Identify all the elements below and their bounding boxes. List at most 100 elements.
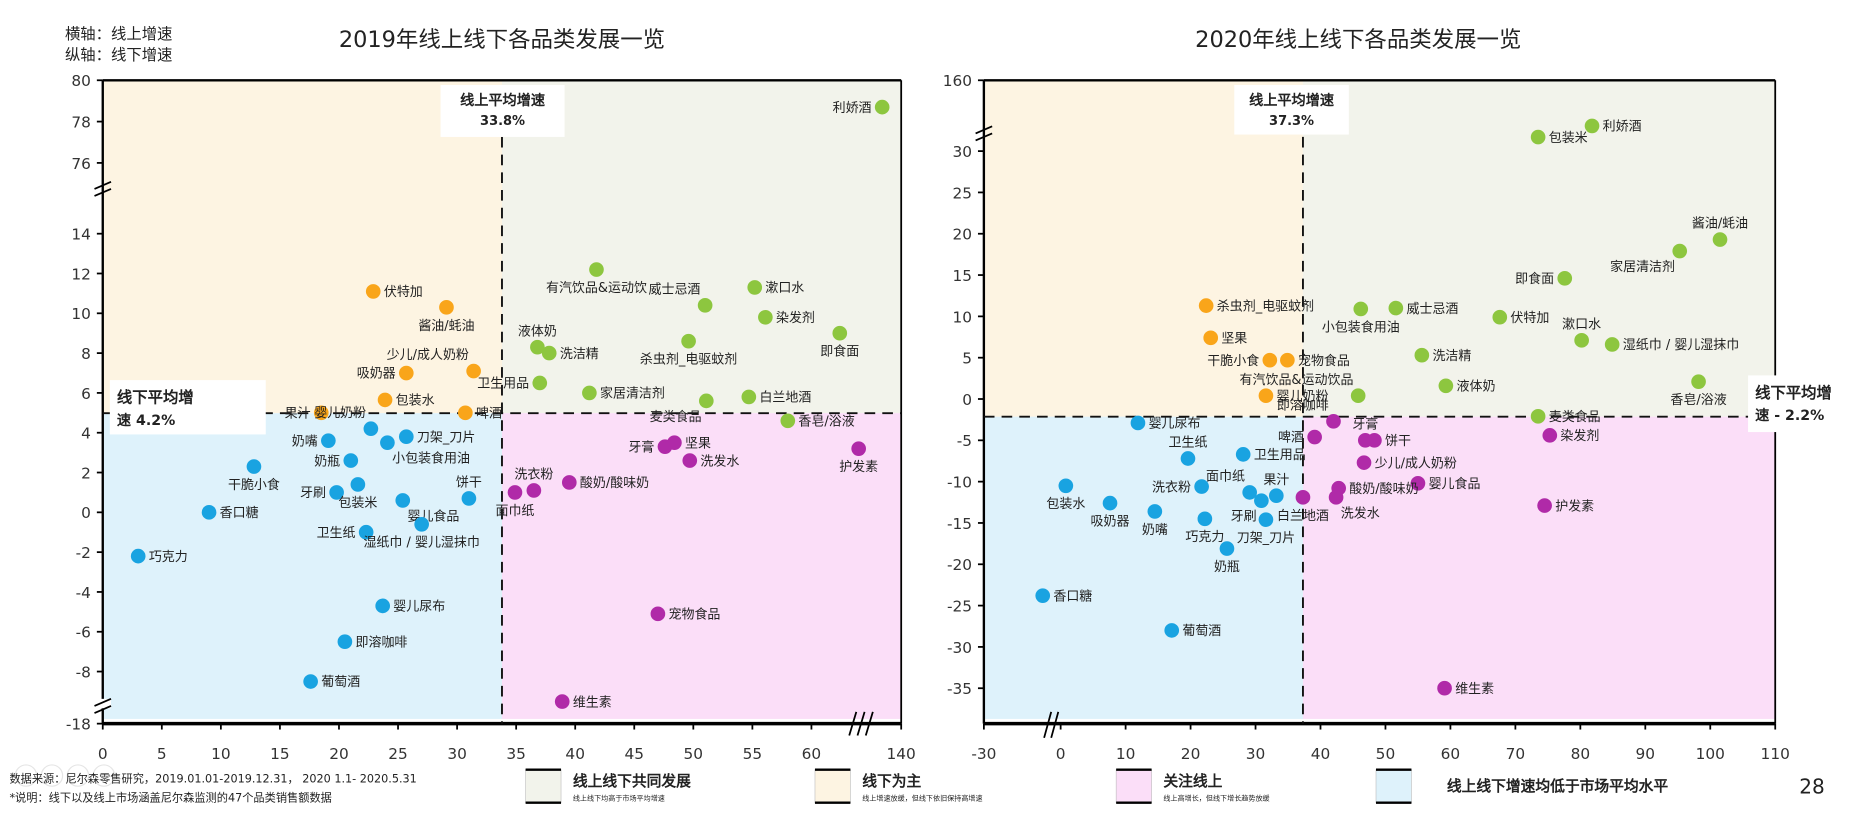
data-point[interactable] (303, 674, 318, 689)
data-point[interactable] (313, 405, 329, 421)
data-point[interactable] (780, 413, 796, 429)
data-point[interactable] (343, 453, 359, 468)
data-point[interactable] (541, 345, 557, 361)
data-point[interactable] (1604, 337, 1620, 352)
data-point[interactable] (380, 435, 395, 450)
data-point[interactable] (1492, 309, 1508, 325)
data-point[interactable] (1367, 433, 1382, 448)
data-point[interactable] (1219, 541, 1235, 556)
data-point[interactable] (1262, 352, 1278, 368)
page-number: 28 (1799, 774, 1825, 798)
data-point[interactable] (1356, 455, 1372, 470)
data-point[interactable] (1437, 680, 1452, 696)
data-point[interactable] (1410, 475, 1426, 491)
data-point[interactable] (530, 339, 545, 355)
data-point[interactable] (439, 300, 454, 315)
data-point[interactable] (337, 634, 353, 650)
data-point-label: 卫生用品 (477, 377, 529, 392)
x-tick-label: 5 (157, 745, 167, 763)
data-point[interactable] (1035, 588, 1051, 603)
data-point[interactable] (365, 284, 381, 299)
data-point[interactable] (329, 485, 344, 500)
data-point[interactable] (1574, 333, 1589, 348)
data-point[interactable] (1557, 271, 1573, 286)
data-point[interactable] (1350, 388, 1366, 404)
data-point[interactable] (507, 485, 523, 500)
data-point[interactable] (1268, 488, 1284, 504)
data-point[interactable] (1164, 623, 1180, 638)
data-point[interactable] (1530, 409, 1546, 424)
data-point[interactable] (363, 421, 379, 437)
data-point[interactable] (1280, 352, 1295, 368)
data-point[interactable] (1438, 378, 1454, 394)
data-point[interactable] (758, 309, 773, 325)
data-point[interactable] (1414, 347, 1430, 363)
data-point[interactable] (377, 392, 393, 408)
data-point[interactable] (1130, 415, 1146, 431)
data-point[interactable] (1691, 374, 1706, 389)
data-point[interactable] (526, 483, 542, 498)
data-point[interactable] (466, 363, 481, 379)
data-point[interactable] (246, 459, 262, 474)
data-point[interactable] (1530, 129, 1546, 145)
data-point[interactable] (414, 516, 429, 532)
data-point[interactable] (1147, 504, 1163, 519)
data-point[interactable] (561, 475, 577, 490)
data-point[interactable] (1235, 447, 1251, 462)
data-point[interactable] (1242, 485, 1258, 500)
data-point[interactable] (1672, 243, 1688, 259)
data-point[interactable] (398, 365, 414, 381)
data-point[interactable] (201, 505, 217, 520)
data-point[interactable] (350, 477, 366, 492)
data-point[interactable] (321, 433, 336, 449)
data-point[interactable] (1258, 388, 1274, 404)
data-point[interactable] (458, 405, 473, 421)
data-point[interactable] (1584, 118, 1600, 134)
data-point[interactable] (1542, 428, 1558, 443)
data-point[interactable] (1388, 300, 1404, 316)
data-point[interactable] (832, 325, 848, 341)
data-point[interactable] (682, 453, 698, 468)
data-point[interactable] (851, 441, 866, 456)
data-point[interactable] (554, 694, 570, 709)
data-point[interactable] (1254, 493, 1269, 508)
data-point[interactable] (1328, 490, 1344, 505)
data-point-label: 吸奶器 (357, 367, 396, 382)
data-point[interactable] (698, 393, 714, 409)
data-point[interactable] (395, 493, 411, 508)
data-point[interactable] (697, 298, 713, 313)
data-point[interactable] (1326, 413, 1341, 429)
data-point-label: 包装水 (396, 394, 435, 409)
data-point[interactable] (398, 429, 414, 445)
data-point[interactable] (532, 375, 548, 391)
data-point[interactable] (1353, 301, 1369, 317)
x-tick-label: 60 (802, 745, 822, 763)
data-point[interactable] (1712, 232, 1728, 247)
data-point-label: 婴儿尿布 (393, 600, 445, 615)
data-point[interactable] (1295, 490, 1311, 505)
data-point[interactable] (1197, 511, 1213, 527)
data-point[interactable] (1194, 479, 1209, 494)
data-point[interactable] (375, 598, 391, 614)
data-point[interactable] (741, 389, 757, 405)
data-point[interactable] (130, 548, 146, 564)
data-point[interactable] (1198, 298, 1214, 313)
data-point[interactable] (1102, 495, 1118, 511)
data-point[interactable] (1203, 330, 1219, 346)
data-point[interactable] (747, 280, 763, 295)
data-point[interactable] (681, 333, 696, 349)
data-point[interactable] (874, 99, 890, 115)
data-point[interactable] (461, 491, 477, 506)
data-point[interactable] (589, 262, 604, 277)
data-point-label: 香皂/浴液 (1670, 393, 1726, 408)
data-point[interactable] (667, 435, 682, 450)
data-point[interactable] (1537, 498, 1552, 513)
data-point[interactable] (1258, 512, 1274, 527)
data-point[interactable] (358, 524, 374, 540)
data-point[interactable] (650, 606, 666, 622)
data-point[interactable] (582, 385, 597, 401)
data-point[interactable] (1307, 429, 1322, 445)
data-point[interactable] (1058, 478, 1074, 494)
x-tick-label: 0 (98, 745, 108, 763)
data-point[interactable] (1180, 451, 1196, 466)
